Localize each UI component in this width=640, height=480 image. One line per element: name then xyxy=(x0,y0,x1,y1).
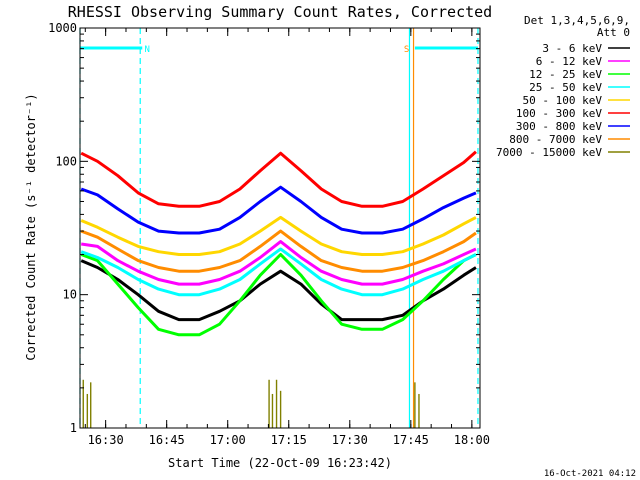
legend-entry: 7000 - 15000 keV xyxy=(496,146,602,159)
flag-label: S xyxy=(404,45,409,55)
legend-header: Det 1,3,4,5,6,9, xyxy=(524,14,630,27)
flag-label: N xyxy=(145,45,150,55)
plot-frame xyxy=(79,27,481,429)
axes: 16:30 16:45 17:00 17:15 17:30 17:45 18:00 1 10 10… xyxy=(48,21,490,447)
x-tick-label: 16:45 xyxy=(149,433,185,447)
y-axis-label: Corrected Count Rate (s⁻¹ detector⁻¹) xyxy=(24,93,38,360)
y-tick-label: 10 xyxy=(63,288,77,302)
x-tick-label: 17:15 xyxy=(271,433,307,447)
x-tick-label: 16:30 xyxy=(88,433,124,447)
series-line xyxy=(80,150,477,208)
x-tick-label: 18:00 xyxy=(454,433,490,447)
series-line xyxy=(80,185,477,235)
legend-entry: 12 - 25 keV xyxy=(529,68,602,81)
legend-entry: 25 - 50 keV xyxy=(529,81,602,94)
legend-entry: 6 - 12 keV xyxy=(536,55,603,68)
legend-entry: 100 - 300 keV xyxy=(516,107,602,120)
legend-entry: 50 - 100 keV xyxy=(523,94,603,107)
x-axis-label: Start Time (22-Oct-09 16:23:42) xyxy=(168,456,392,470)
y-tick-label: 1 xyxy=(70,421,77,435)
generation-timestamp: 16-Oct-2021 04:12 xyxy=(544,469,636,479)
series-line xyxy=(80,247,477,297)
legend-entry: 800 - 7000 keV xyxy=(509,133,602,146)
chart-title: RHESSI Observing Summary Count Rates, Co… xyxy=(68,3,492,21)
x-tick-label: 17:00 xyxy=(210,433,246,447)
x-tick-label: 17:45 xyxy=(393,433,429,447)
series-line xyxy=(80,215,477,256)
series-line xyxy=(80,253,477,337)
series-line xyxy=(81,240,477,286)
series-line xyxy=(80,229,477,273)
legend-entry: 3 - 6 keV xyxy=(542,42,602,55)
y-tick-label: 100 xyxy=(55,154,77,168)
legend-header: Att 0 xyxy=(597,26,630,39)
x-tick-label: 17:30 xyxy=(332,433,368,447)
legend-entry: 300 - 800 keV xyxy=(516,120,602,133)
y-tick-label: 1000 xyxy=(48,21,77,35)
